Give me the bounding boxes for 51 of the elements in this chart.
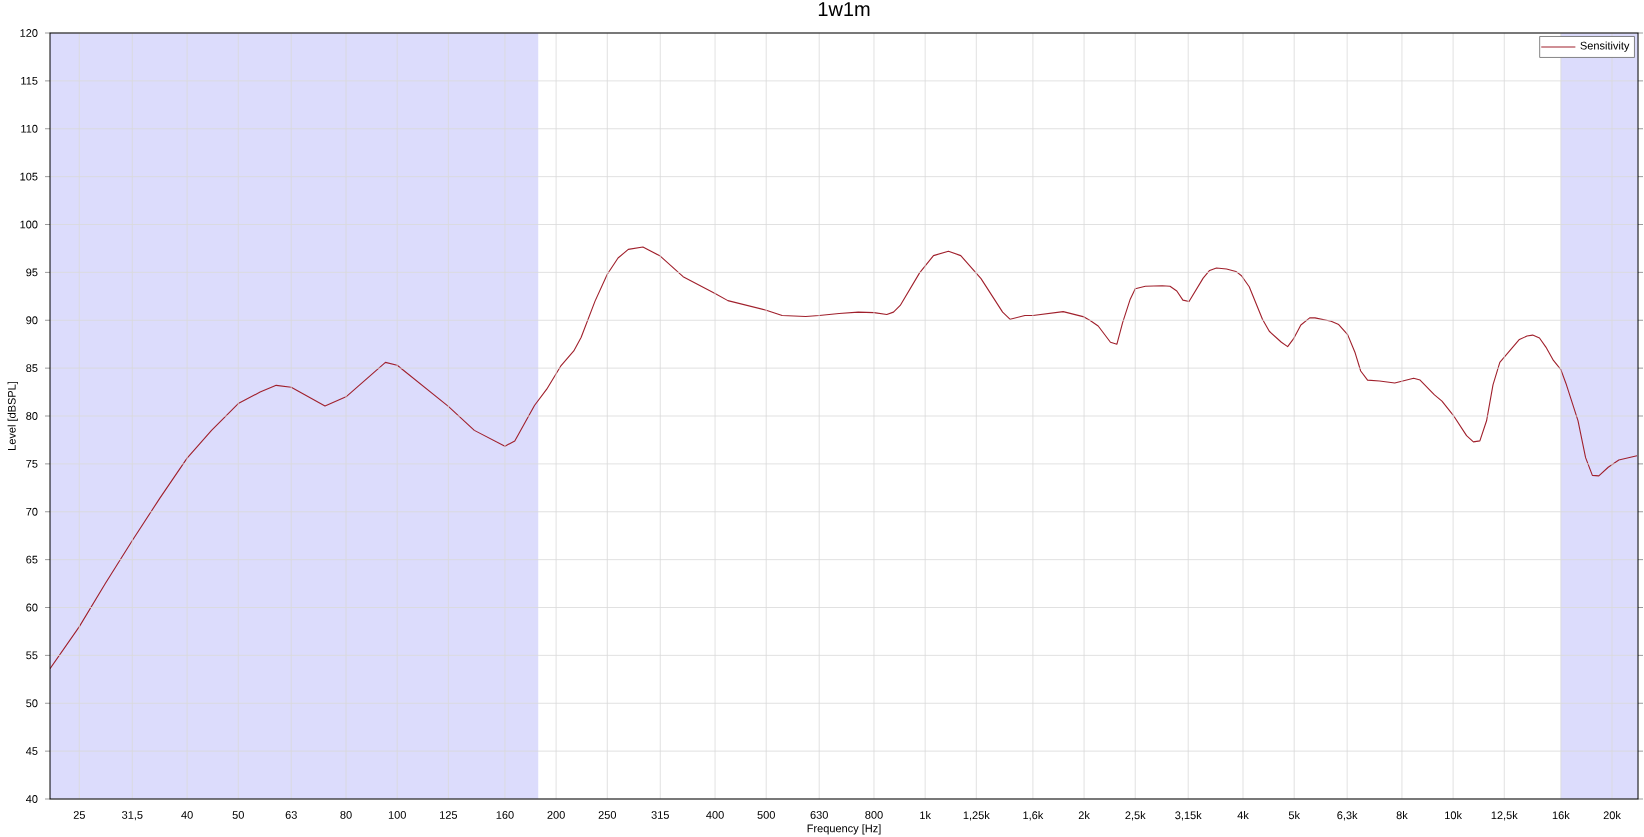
x-axis-title: Frequency [Hz] — [807, 824, 881, 835]
x-tick-label: 1,25k — [963, 811, 990, 821]
x-tick-label: 5k — [1288, 811, 1300, 820]
y-tick-label: 100 — [20, 220, 38, 229]
y-tick-label: 40 — [25, 795, 38, 803]
x-tick-label: 6,3k — [1337, 811, 1358, 821]
x-tick-label: 250 — [598, 811, 617, 819]
x-tick-label: 100 — [388, 811, 406, 819]
x-tick-label: 40 — [181, 811, 193, 819]
x-tick-label: 400 — [706, 811, 724, 819]
y-axis-title: Level [dBSPL] — [7, 381, 18, 450]
x-tick-label: 31,5 — [122, 811, 143, 821]
y-tick-label: 55 — [26, 651, 38, 660]
x-tick-label: 500 — [757, 811, 775, 819]
y-tick-label: 110 — [21, 124, 38, 133]
y-tick-label: 75 — [26, 460, 38, 468]
x-tick-label: 20k — [1603, 811, 1621, 820]
x-tick-label: 80 — [340, 811, 352, 819]
y-tick-label: 65 — [26, 555, 38, 564]
x-tick-label: 4k — [1237, 811, 1249, 820]
y-tick-label: 85 — [26, 364, 38, 373]
x-tick-label: 10k — [1445, 811, 1462, 820]
x-tick-label: 160 — [496, 811, 514, 819]
legend-label: Sensitivity — [1580, 41, 1630, 52]
y-tick-label: 105 — [20, 172, 38, 181]
y-tick-label: 70 — [26, 507, 38, 516]
x-tick-label: 8k — [1396, 811, 1408, 820]
x-tick-label: 125 — [440, 811, 458, 819]
y-tick-label: 45 — [25, 747, 38, 755]
x-tick-label: 1k — [920, 811, 931, 820]
y-tick-label: 90 — [26, 316, 38, 325]
x-tick-label: 16k — [1552, 811, 1570, 820]
x-tick-label: 12,5k — [1491, 811, 1518, 821]
x-tick-label: 630 — [810, 811, 828, 819]
y-tick-label: 50 — [26, 699, 38, 708]
x-tick-label: 50 — [232, 811, 244, 819]
y-tick-label: 60 — [26, 603, 38, 612]
x-tick-label: 25 — [73, 811, 85, 819]
x-tick-label: 3,15k — [1175, 811, 1202, 821]
x-tick-label: 2,5k — [1125, 811, 1146, 821]
y-tick-label: 115 — [21, 77, 38, 85]
y-tick-label: 120 — [20, 29, 38, 37]
x-tick-label: 800 — [865, 811, 883, 819]
x-tick-label: 63 — [285, 811, 297, 819]
x-tick-label: 200 — [547, 811, 565, 819]
y-tick-label: 80 — [26, 412, 38, 420]
chart-title: 1w1m — [818, 2, 870, 16]
y-tick-label: 95 — [26, 268, 38, 277]
x-tick-label: 1,6k — [1023, 811, 1044, 821]
x-tick-label: 2k — [1078, 811, 1090, 820]
x-tick-label: 315 — [651, 811, 669, 819]
